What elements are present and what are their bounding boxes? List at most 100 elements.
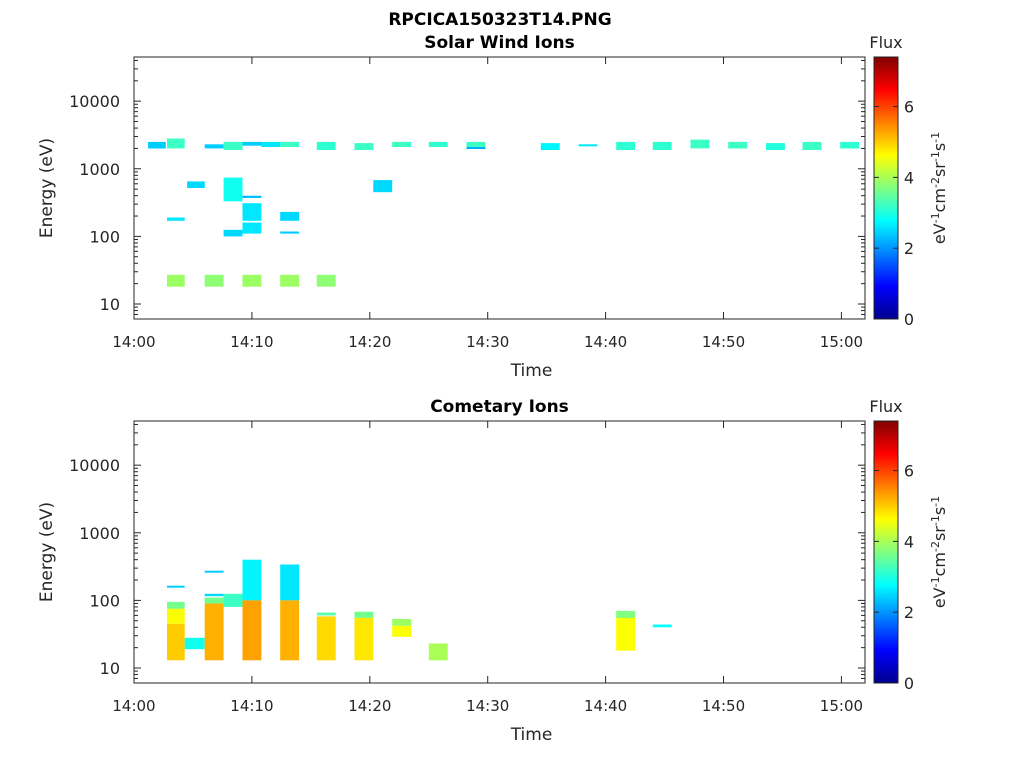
x-tick-label: 15:00 [820, 333, 863, 351]
colorbar-gradient [873, 56, 899, 320]
panel-2: Cometary Ions 14:00 14:10 14:20 14:30 14:40 14… [37, 397, 949, 745]
heatmap-cell [802, 141, 822, 150]
heatmap-cell [578, 144, 598, 147]
heatmap-cell [242, 203, 262, 221]
heatmap-cell [280, 274, 300, 287]
heatmap-cell [280, 564, 300, 601]
plot-frame [133, 56, 866, 320]
colorbar: Flux 0 2 4 6 eV-1cm-2sr-1s-1 [869, 397, 949, 693]
heatmap-cell [652, 141, 672, 150]
colorbar-label: eV-1cm-2sr-1s-1 [929, 132, 950, 244]
heatmap-cell [840, 141, 860, 149]
x-tick-label: 14:10 [230, 697, 273, 715]
heatmap-cell [167, 623, 185, 661]
heatmap-cells [167, 559, 672, 661]
colorbar-tick-label: 6 [904, 462, 914, 481]
x-tick-label: 14:00 [112, 697, 155, 715]
heatmap-cell [316, 616, 336, 661]
heatmap-cell [280, 600, 300, 661]
heatmap-cell [373, 180, 393, 193]
heatmap-cell [316, 141, 336, 150]
heatmap-cell [616, 141, 636, 150]
panel-1: Solar Wind Ions 14:00 14:10 14:20 14:30 14:40… [37, 33, 949, 381]
colorbar-gradient [873, 420, 899, 684]
colorbar-tick-label: 2 [904, 239, 914, 258]
x-tick-label: 14:40 [584, 333, 627, 351]
colorbar-tick-label: 4 [904, 532, 914, 551]
colorbar-tick-label: 0 [904, 674, 914, 693]
heatmap-cell [184, 637, 205, 650]
heatmap-cell [167, 138, 185, 149]
x-tick-label: 15:00 [820, 697, 863, 715]
x-tick-label: 14:30 [466, 333, 509, 351]
heatmap-cell [616, 617, 636, 651]
y-tick-label: 10 [100, 659, 120, 678]
heatmap-cell [223, 141, 243, 150]
heatmap-cell [728, 141, 748, 149]
heatmap-cell [204, 603, 224, 661]
colorbar-tick-label: 2 [904, 603, 914, 622]
colorbar-tick-label: 6 [904, 98, 914, 117]
heatmap-cell [392, 625, 412, 637]
heatmap-cell [167, 274, 185, 287]
panel-title: Solar Wind Ions [424, 33, 575, 53]
heatmap-cell [316, 612, 336, 616]
x-tick-label: 14:50 [702, 333, 745, 351]
y-tick-label: 100 [89, 591, 120, 610]
heatmap-cell [204, 570, 224, 573]
y-tick-label: 10 [100, 295, 120, 314]
plot-frame [133, 420, 866, 684]
heatmap-cell [223, 593, 243, 607]
heatmap-cell [223, 177, 243, 202]
heatmap-cell [242, 222, 262, 234]
heatmap-cells [148, 138, 860, 287]
x-axis-label: Time [510, 725, 553, 745]
colorbar-tick-label: 4 [904, 168, 914, 187]
x-tick-label: 14:40 [584, 697, 627, 715]
x-tick-label: 14:50 [702, 697, 745, 715]
heatmap-cell [280, 231, 300, 234]
heatmap-cell [428, 643, 448, 661]
heatmap-cell [148, 141, 166, 149]
y-axis-label: Energy (eV) [37, 502, 57, 602]
heatmap-cell [242, 274, 262, 287]
heatmap-cell [392, 619, 412, 626]
figure-title: RPCICA150323T14.PNG [388, 10, 611, 30]
y-tick-label: 10000 [69, 92, 120, 111]
x-tick-label: 14:30 [466, 697, 509, 715]
heatmap-cell [167, 608, 185, 624]
heatmap-cell [242, 600, 262, 661]
heatmap-cell [466, 141, 486, 147]
heatmap-cell [766, 143, 785, 150]
heatmap-cell [616, 610, 636, 618]
heatmap-cell [261, 141, 281, 147]
heatmap-cell [204, 593, 224, 597]
heatmap-cell [280, 141, 300, 147]
heatmap-cell [652, 624, 672, 628]
y-tick-label: 10000 [69, 456, 120, 475]
heatmap-cell [428, 141, 448, 147]
heatmap-cell [242, 141, 262, 146]
colorbar-label: eV-1cm-2sr-1s-1 [929, 496, 950, 608]
heatmap-cell [540, 143, 560, 150]
x-tick-label: 14:00 [112, 333, 155, 351]
heatmap-cell [354, 617, 374, 661]
panel-title: Cometary Ions [430, 397, 569, 417]
heatmap-cell [167, 601, 185, 609]
heatmap-cell [280, 211, 300, 221]
y-tick-label: 100 [89, 227, 120, 246]
heatmap-cell [223, 229, 243, 237]
heatmap-cell [354, 611, 374, 618]
heatmap-cell [466, 147, 486, 149]
heatmap-cell [354, 143, 374, 150]
x-tick-label: 14:10 [230, 333, 273, 351]
colorbar-title: Flux [869, 33, 902, 52]
heatmap-cell [316, 274, 336, 287]
colorbar-title: Flux [869, 397, 902, 416]
x-axis-label: Time [510, 361, 553, 381]
heatmap-cell [204, 274, 224, 287]
heatmap-cell [167, 585, 185, 588]
colorbar: Flux 0 2 4 6 eV-1cm-2sr-1s-1 [869, 33, 949, 329]
heatmap-cell [392, 141, 412, 147]
